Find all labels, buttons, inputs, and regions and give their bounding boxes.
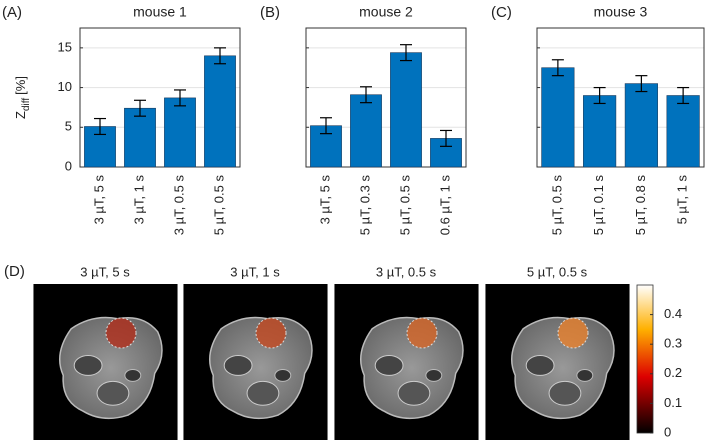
y-label-sub: diff [21,98,32,111]
mri-image [33,284,178,440]
panel-label: (B) [260,4,280,21]
colorbar-tick-label: 0.1 [664,395,682,410]
x-tick-label: 3 µT, 5 s [317,175,332,225]
chart-title: mouse 3 [594,4,648,20]
y-tick-label: 5 [65,119,72,134]
bar [666,95,700,168]
image-title: 5 µT, 0.5 s [527,264,588,279]
error-bar [440,129,452,147]
roi-overlay [406,317,438,349]
y-tick-label: 0 [65,158,72,173]
x-tick-label: 5 µT, 0.8 s [633,175,648,236]
y-tick-label: 10 [58,79,72,94]
mri-image [485,284,630,440]
panel-label: (D) [4,263,25,280]
image-title: 3 µT, 5 s [80,264,130,279]
x-tick-label: 5 µT, 0.5 s [549,175,564,236]
error-bar [677,86,690,105]
error-bar [174,89,186,107]
bar [124,107,156,168]
error-bar [551,59,564,77]
x-tick-label: 5 µT, 0.5 s [211,175,226,236]
bar [350,94,382,168]
chart-title: mouse 1 [133,4,187,20]
image-title: 3 µT, 0.5 s [376,264,437,279]
bar [541,67,575,168]
x-tick-label: 0.6 µT, 1 s [437,175,452,236]
colorbar-tick-label: 0.2 [664,365,682,380]
error-bar [134,99,146,117]
colorbar-tick-label: 0.3 [664,336,682,351]
x-tick-label: 3 µT, 0.5 s [171,175,186,236]
y-label-main: Z [13,111,28,119]
x-tick-label: 5 µT, 1 s [675,175,690,225]
bar [164,97,196,168]
plot-box [305,27,467,168]
error-bar [593,86,606,105]
y-axis-label: Zdiff [%] [13,76,31,119]
panel-label: (A) [2,4,22,21]
error-bar [214,47,226,65]
error-bar [94,117,106,136]
error-bar [320,117,332,135]
error-bar [635,75,648,93]
x-tick-label: 3 µT, 5 s [91,175,106,225]
bar [583,95,617,168]
image-title: 3 µT, 1 s [230,264,280,279]
roi-overlay [255,317,287,349]
bar [390,52,422,168]
panel-d: (D) 3 µT, 5 s 3 µT, 1 s 3 µT, 0.5 s 5 µT, 0.… [4,263,682,440]
error-bar [400,44,412,62]
x-tick-label: 5 µT, 0.3 s [357,175,372,236]
y-label-unit: [%] [13,76,28,95]
x-tick-label: 3 µT, 1 s [131,175,146,225]
roi-overlay [105,317,137,349]
chart-title: mouse 2 [359,4,413,20]
plot-box [536,27,705,168]
colorbar [636,284,654,434]
bar [204,55,236,168]
mri-image [183,284,328,440]
plot-box [79,27,241,168]
panel-label: (C) [491,4,512,21]
mri-image [334,284,479,440]
y-tick-label: 15 [58,39,72,54]
x-tick-label: 5 µT, 0.5 s [397,175,412,236]
bar [624,83,658,168]
colorbar-tick-label: 0 [664,424,671,439]
roi-overlay [557,317,589,349]
error-bar [360,86,372,104]
x-tick-label: 5 µT, 0.1 s [591,175,606,236]
colorbar-tick-label: 0.4 [664,306,682,321]
